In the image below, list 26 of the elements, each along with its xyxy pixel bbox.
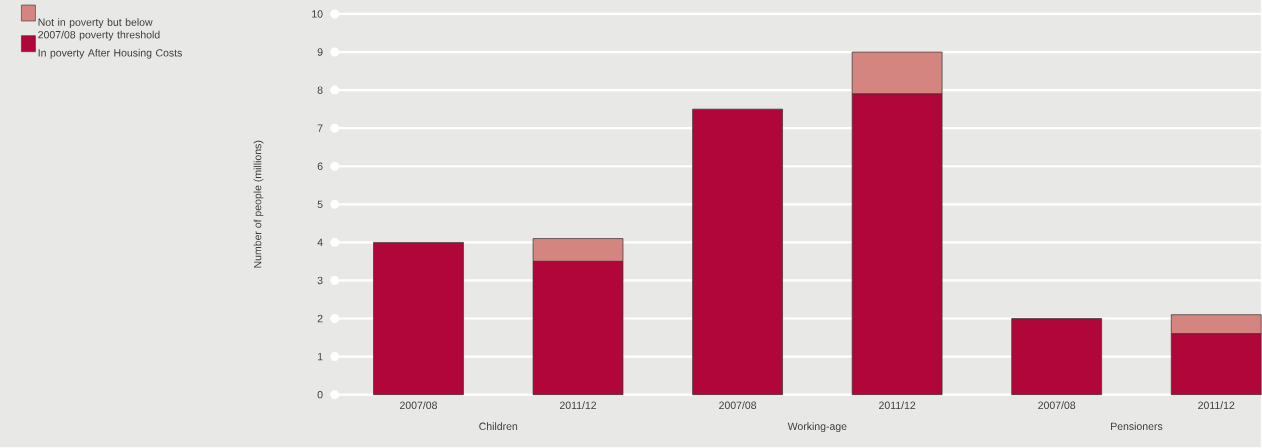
y-axis-title: Number of people (millions): [253, 141, 264, 268]
y-tick-label: 1: [317, 353, 323, 361]
y-tick-label: 2: [317, 315, 323, 323]
legend-label: In poverty After Housing Costs: [38, 49, 182, 59]
y-tick-label: 6: [317, 162, 323, 171]
y-tick-label: 4: [317, 238, 323, 247]
x-tick-label: 2007/08: [719, 401, 757, 410]
y-tick-label: 8: [317, 86, 323, 95]
text: Pensioners: [1111, 422, 1163, 431]
y-tick-label: 5: [317, 200, 323, 209]
y-tick-label: 3: [317, 276, 323, 285]
x-tick-label: 2007/08: [1038, 401, 1076, 410]
y-tick-label: 7: [317, 124, 323, 132]
bar: [1011, 318, 1102, 396]
x-tick-label: 2011/12: [879, 401, 916, 410]
x-tick-label: 2011/12: [559, 401, 597, 410]
x-tick-label: 2011/12: [1198, 401, 1235, 410]
x-tick-label: 2007/08: [400, 401, 437, 410]
bar: [373, 242, 464, 396]
y-tick-label: 0: [317, 391, 323, 399]
legend-label: Not in poverty but below 2007/08 poverty threshold: [38, 18, 160, 41]
y-tick-label: 10: [312, 10, 323, 18]
text: Working-age: [787, 422, 847, 433]
y-tick-label: 9: [317, 48, 323, 56]
bar: [692, 108, 783, 396]
text: Children: [479, 422, 518, 431]
